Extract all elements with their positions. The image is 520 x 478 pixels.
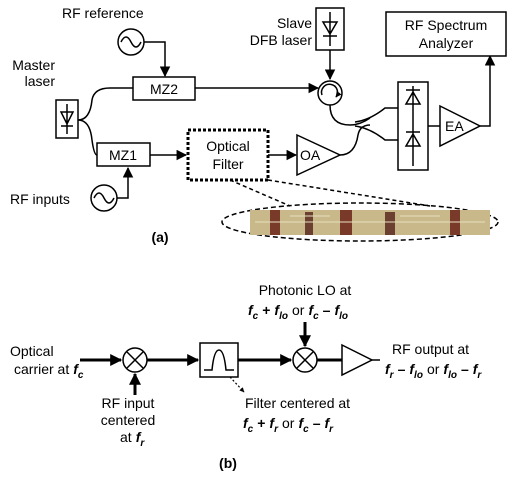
fiber xyxy=(330,105,370,125)
optical-filter-label: Optical xyxy=(206,138,250,154)
slave-laser-label: Slave xyxy=(277,15,312,31)
text-part: at xyxy=(120,429,132,445)
rf-inputs-label: RF inputs xyxy=(10,191,70,207)
balanced-detector xyxy=(398,82,428,170)
subscript: r xyxy=(390,370,395,381)
subscript: c xyxy=(253,311,259,322)
text-part: – xyxy=(323,302,331,318)
caption: (b) xyxy=(219,455,237,471)
subscript: lo xyxy=(339,311,348,322)
mz1-label: MZ1 xyxy=(109,147,137,163)
text-part: or xyxy=(282,415,295,431)
subscript: r xyxy=(274,424,279,435)
pointer xyxy=(230,377,244,392)
text-part: + xyxy=(262,302,270,318)
subscript: lo xyxy=(279,311,288,322)
subscript: lo xyxy=(414,370,423,381)
rf-input-label: centered xyxy=(101,412,155,428)
filter-centered-label: Filter centered at xyxy=(245,395,350,411)
subscript: r xyxy=(329,424,334,435)
filter xyxy=(200,343,238,377)
fiber xyxy=(78,88,133,120)
circulator xyxy=(318,81,342,105)
amplifier xyxy=(342,345,372,375)
master-laser-label: Master xyxy=(12,57,55,73)
photonic-lo-label: Photonic LO at xyxy=(259,282,352,298)
master-laser-label: laser xyxy=(25,73,56,89)
fiber xyxy=(78,120,97,155)
spectrum-analyzer-label: Analyzer xyxy=(419,35,474,51)
optical-carrier-label: Optical xyxy=(10,343,54,359)
rf-reference-source xyxy=(118,29,144,55)
slave-laser xyxy=(316,8,344,50)
mixer xyxy=(293,348,317,372)
text-part: – xyxy=(398,361,406,377)
text-part: – xyxy=(313,415,321,431)
text-part: carrier at xyxy=(14,361,69,377)
rf-reference-label: RF reference xyxy=(62,5,144,21)
rf-ref-line xyxy=(144,42,165,76)
oa-label: OA xyxy=(300,147,321,163)
optical-filter-label: Filter xyxy=(212,156,243,172)
subscript: r xyxy=(477,370,482,381)
caption: (a) xyxy=(151,229,168,245)
rf-output-label: RF output at xyxy=(392,341,469,357)
coupler xyxy=(355,108,398,140)
mixer xyxy=(123,348,147,372)
subscript: c xyxy=(78,370,84,381)
subscript: c xyxy=(313,311,319,322)
text-part: or xyxy=(292,302,305,318)
master-laser xyxy=(56,100,78,138)
subscript: r xyxy=(140,438,145,449)
rf-input-source xyxy=(91,185,117,211)
ea-label: EA xyxy=(445,118,464,134)
part-a: RF reference Master laser MZ2 Slave DFB … xyxy=(10,5,506,245)
subscript: lo xyxy=(448,370,457,381)
subscript: c xyxy=(303,424,309,435)
slave-laser-label: DFB laser xyxy=(250,32,313,48)
mz2-label: MZ2 xyxy=(150,81,178,97)
zoom-lines xyxy=(230,180,430,206)
fiber xyxy=(340,125,370,155)
rf-input-label: RF input xyxy=(102,395,155,411)
rf-input-line xyxy=(117,168,128,198)
text-part: + xyxy=(257,415,265,431)
spectrum-analyzer-label: RF Spectrum xyxy=(405,17,487,33)
wire xyxy=(480,56,490,126)
diagram: RF reference Master laser MZ2 Slave DFB … xyxy=(0,0,520,478)
chip-photo xyxy=(250,210,490,235)
subscript: c xyxy=(248,424,254,435)
text-part: or xyxy=(427,361,440,377)
text-part: – xyxy=(461,361,469,377)
